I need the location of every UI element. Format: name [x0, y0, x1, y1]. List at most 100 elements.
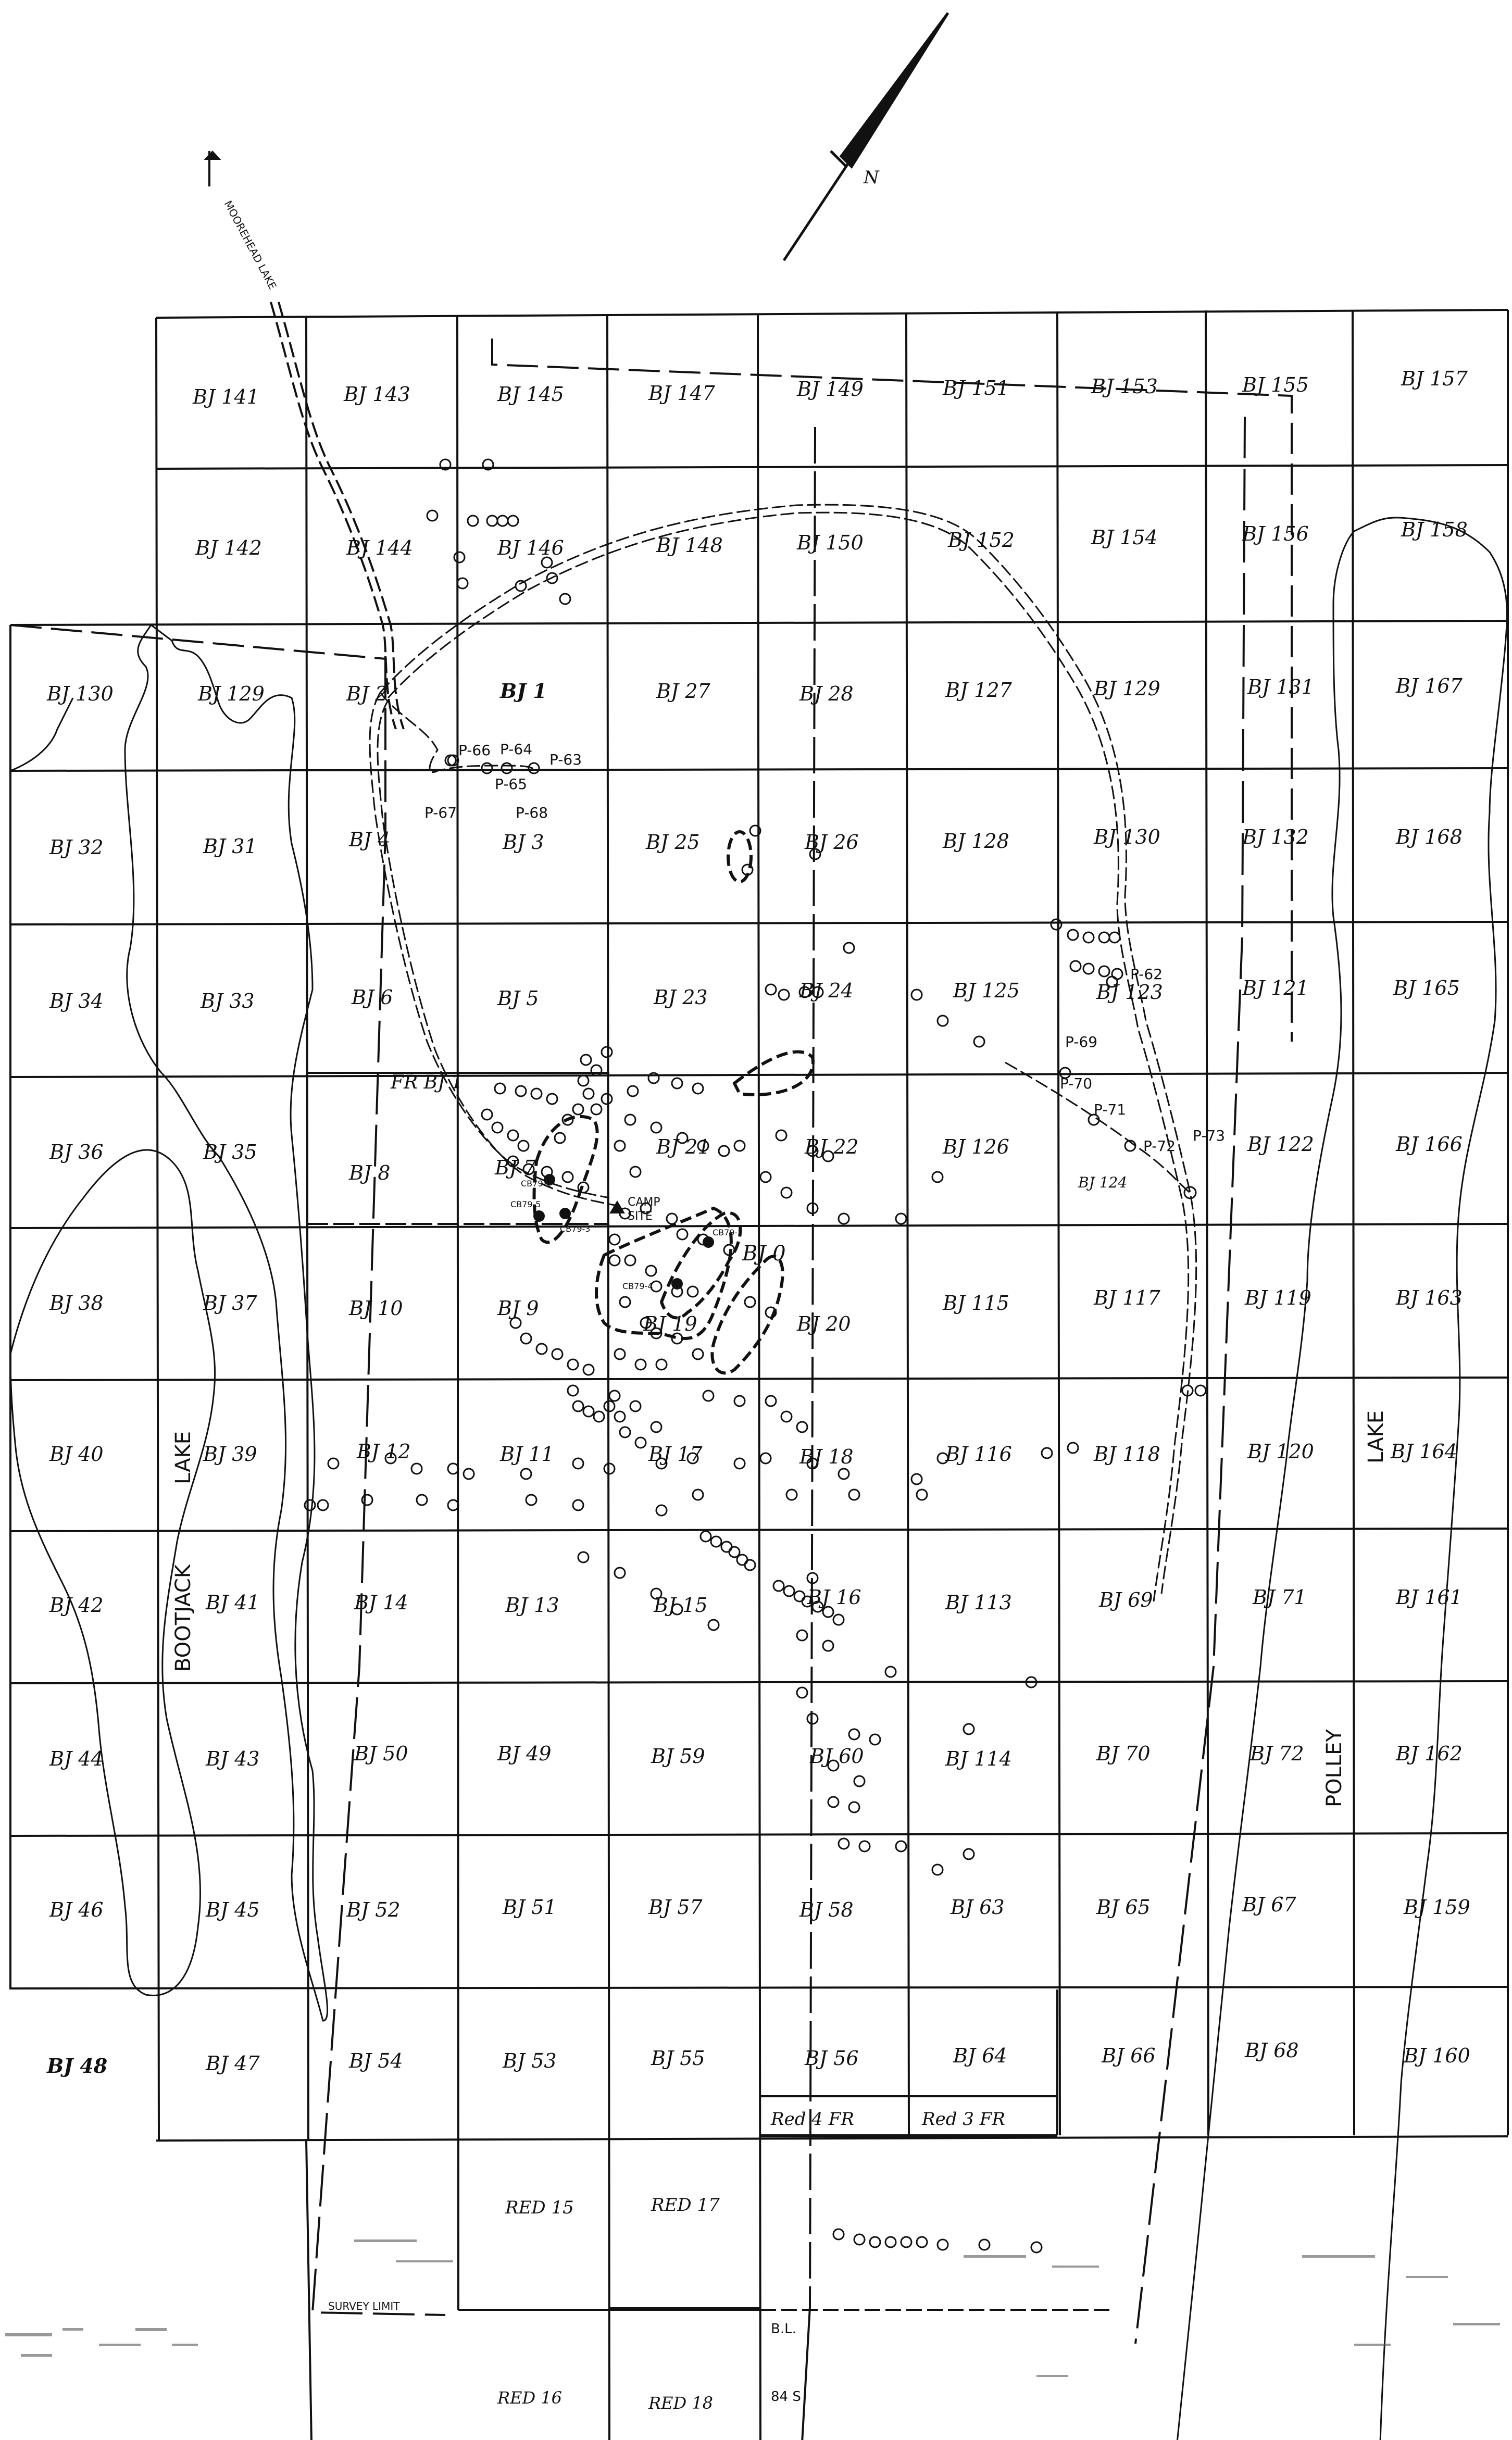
claim-bj-162: BJ 162 [1395, 1742, 1463, 1765]
survey-limit-label: SURVEY LIMIT [328, 2300, 400, 2312]
claim-bj-15: BJ 15 [653, 1594, 708, 1617]
claim-bj-144: BJ 144 [346, 536, 413, 559]
lake-outlines [9, 517, 1508, 2440]
claim-bj-148: BJ 148 [656, 534, 723, 557]
claim-bj-124: BJ 124 [1078, 1174, 1127, 1191]
claim-bj-41: BJ 41 [205, 1591, 260, 1614]
hole-p66: P-66 [458, 742, 491, 759]
claim-bj-65: BJ 65 [1096, 1896, 1151, 1919]
claim-bj-151: BJ 151 [942, 377, 1009, 399]
bootjack-lake-label: LAKE [171, 1431, 195, 1484]
sample-sites [304, 458, 1207, 2254]
claim-bj-17: BJ 17 [648, 1443, 703, 1466]
polley-lake-shore [1354, 517, 1508, 2440]
hole-p62: P-62 [1130, 966, 1163, 983]
claim-bj-121: BJ 121 [1242, 977, 1309, 999]
claim-bj-158: BJ 158 [1401, 518, 1468, 541]
claim-bj-67: BJ 67 [1242, 1893, 1296, 1916]
claim-bj-157: BJ 157 [1401, 367, 1468, 390]
access-roads [369, 504, 1197, 1602]
claim-bj-37: BJ 37 [203, 1292, 257, 1315]
drill-holes [533, 1174, 714, 1290]
red15-label: RED 15 [505, 2197, 574, 2218]
hole-p64: P-64 [500, 741, 532, 758]
claim-bj-8: BJ 8 [348, 1161, 390, 1184]
claim-bj-165: BJ 165 [1393, 977, 1460, 999]
claim-bj-5: BJ 5 [497, 987, 539, 1010]
special-labels: FR BJ 1 BJ 0 CAMP SITE Red 4 FR Red 3 FR… [328, 1072, 1005, 2413]
fr-bj1-label: FR BJ 1 [390, 1072, 463, 1093]
claim-bj-20: BJ 20 [796, 1312, 851, 1335]
claim-bj-129-e: BJ 129 [1093, 677, 1160, 700]
hole-cb79-3: CB79-3 [560, 1224, 590, 1234]
claim-bj-9: BJ 9 [497, 1297, 539, 1320]
drill-hole-labels: P-66 P-64 P-63 P-65 P-67 P-68 P-62 P-69 … [424, 741, 1225, 1199]
claim-bj-35: BJ 35 [203, 1141, 257, 1163]
claim-bj-141: BJ 141 [192, 385, 259, 408]
claim-bj-56: BJ 56 [804, 2047, 859, 2070]
scan-noise [5, 2239, 1500, 2377]
red17-label: RED 17 [651, 2195, 720, 2216]
claim-bj-31: BJ 31 [203, 835, 257, 858]
zone-outlines [532, 830, 815, 1375]
claim-bj-154: BJ 154 [1091, 526, 1158, 549]
claim-bj-39: BJ 39 [203, 1443, 257, 1466]
claim-bj-160: BJ 160 [1403, 2044, 1470, 2067]
claim-bj-19: BJ 19 [643, 1312, 697, 1335]
moorehead-lake-label: MOOREHEAD LAKE [222, 198, 279, 292]
claim-bj-22: BJ 22 [804, 1135, 859, 1158]
claim-bj-14: BJ 14 [354, 1591, 408, 1614]
claim-bj-118: BJ 118 [1093, 1443, 1160, 1466]
claim-bj-43: BJ 43 [205, 1747, 260, 1770]
claim-bj-27: BJ 27 [656, 680, 710, 703]
bootjack-lake-shore [124, 623, 329, 2022]
claim-bj-164: BJ 164 [1390, 1440, 1457, 1463]
claim-bj-120: BJ 120 [1247, 1440, 1314, 1463]
claim-bj-21: BJ 21 [656, 1135, 710, 1158]
red18-label: RED 18 [648, 2393, 713, 2413]
hole-cb79-2: CB79-2 [713, 1228, 743, 1237]
claim-bj-60: BJ 60 [809, 1745, 864, 1768]
claim-bj-6: BJ 6 [351, 986, 393, 1009]
claim-bj-125: BJ 125 [953, 979, 1020, 1002]
hole-p65: P-65 [495, 775, 527, 793]
claim-bj-114: BJ 114 [945, 1747, 1012, 1770]
claim-bj-155: BJ 155 [1242, 373, 1309, 396]
claim-bj-44: BJ 44 [49, 1747, 104, 1770]
moorehead-road: MOOREHEAD LAKE [204, 151, 405, 730]
cb-hole-labels: CB79-1 CB79-2 CB79-3 CB79-4 CB79-5 [510, 1179, 743, 1291]
claim-labels: BJ 141 BJ 143 BJ 145 BJ 147 BJ 149 BJ 15… [46, 367, 1470, 2078]
claim-bj-34: BJ 34 [49, 990, 104, 1012]
claim-bj-57: BJ 57 [648, 1896, 703, 1919]
hole-p63: P-63 [549, 751, 582, 768]
claim-bj-145: BJ 145 [497, 383, 564, 406]
claim-bj-72: BJ 72 [1249, 1742, 1304, 1765]
claim-grid [9, 309, 1509, 2440]
claim-bj-1: BJ 1 [499, 679, 547, 703]
claim-bj-161: BJ 161 [1395, 1586, 1463, 1609]
claim-bj-49: BJ 49 [497, 1742, 552, 1765]
hole-cb79-4: CB79-4 [622, 1281, 653, 1291]
bj0-label: BJ 0 [742, 1242, 786, 1266]
claim-bj-32: BJ 32 [49, 836, 104, 859]
hole-cb79-5: CB79-5 [510, 1199, 541, 1209]
claim-bj-38: BJ 38 [49, 1292, 104, 1315]
hole-cb79-1: CB79-1 [521, 1179, 551, 1188]
claim-bj-142: BJ 142 [195, 536, 262, 559]
claim-bj-26: BJ 26 [804, 831, 859, 854]
camp-site-marker [609, 1200, 625, 1213]
north-label: N [863, 167, 880, 188]
claim-bj-113: BJ 113 [945, 1591, 1012, 1614]
claim-bj-55: BJ 55 [651, 2047, 705, 2070]
claim-bj-153: BJ 153 [1091, 375, 1158, 398]
hole-p69: P-69 [1065, 1033, 1097, 1050]
claim-bj-130-w: BJ 130 [46, 682, 114, 705]
claim-bj-116: BJ 116 [945, 1443, 1012, 1466]
claim-bj-150: BJ 150 [796, 531, 864, 554]
claim-bj-71: BJ 71 [1252, 1586, 1307, 1609]
claim-bj-66: BJ 66 [1101, 2044, 1156, 2067]
claim-bj-42: BJ 42 [49, 1594, 104, 1617]
claim-bj-45: BJ 45 [205, 1898, 260, 1921]
north-arrow: N [782, 12, 949, 261]
